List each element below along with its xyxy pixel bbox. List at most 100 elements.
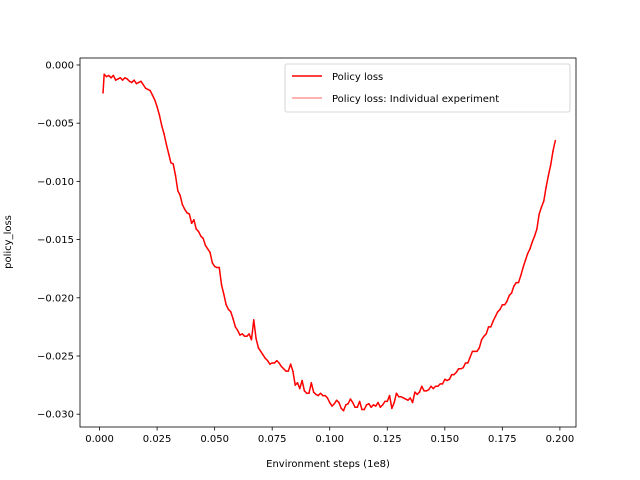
data-point — [492, 320, 494, 322]
data-point — [471, 350, 474, 353]
data-point — [338, 401, 340, 404]
data-point — [388, 394, 391, 397]
data-point — [384, 400, 386, 403]
data-point — [506, 300, 508, 303]
y-tick-label: 0.000 — [45, 60, 74, 71]
data-point — [517, 281, 520, 284]
data-point — [218, 266, 220, 269]
data-point — [473, 350, 476, 353]
data-point — [425, 390, 428, 392]
data-point — [124, 77, 126, 79]
data-point — [483, 335, 485, 337]
data-point — [282, 368, 285, 370]
data-point — [206, 248, 209, 250]
data-point — [448, 378, 451, 381]
data-point — [513, 285, 515, 287]
data-point — [128, 80, 131, 83]
data-point — [133, 79, 135, 81]
data-point — [223, 293, 225, 296]
data-point — [255, 337, 257, 340]
data-point — [112, 74, 115, 77]
legend-label-policy-loss: Policy loss — [332, 72, 383, 83]
data-point — [441, 383, 444, 385]
data-point — [503, 304, 506, 306]
data-point — [310, 382, 313, 384]
data-point — [296, 382, 299, 384]
data-point — [317, 394, 319, 397]
data-point — [478, 347, 481, 349]
data-point — [333, 402, 336, 405]
data-point — [427, 389, 430, 391]
data-point — [365, 404, 368, 406]
data-point — [131, 81, 133, 84]
data-point — [444, 378, 446, 381]
data-point — [105, 75, 108, 78]
data-point — [356, 406, 359, 408]
data-point — [462, 366, 464, 369]
data-point — [381, 404, 384, 406]
data-point — [257, 347, 260, 349]
data-point — [241, 333, 244, 335]
data-point — [324, 394, 326, 397]
y-tick-label: −0.005 — [37, 119, 74, 130]
data-point — [117, 78, 119, 80]
data-point — [285, 370, 287, 372]
data-point — [280, 365, 283, 368]
y-tick-label: −0.025 — [37, 351, 74, 362]
data-point — [398, 395, 400, 398]
data-point — [531, 241, 534, 243]
data-point — [234, 326, 237, 328]
data-point — [202, 237, 204, 240]
y-axis-ticks: 0.000 −0.005 −0.010 −0.015 −0.020 −0.025 −0.03… — [37, 60, 80, 421]
data-point — [540, 206, 543, 208]
data-point — [305, 392, 308, 394]
data-point — [266, 359, 269, 362]
data-point — [213, 265, 216, 268]
x-tick-label: 0.200 — [546, 434, 575, 445]
data-point — [430, 385, 432, 388]
x-axis-ticks: 0.000 0.025 0.050 0.075 0.100 0.125 0.150 0.175… — [85, 427, 574, 445]
data-point — [529, 248, 531, 250]
data-point — [533, 235, 536, 237]
data-point — [165, 143, 168, 145]
data-point — [407, 399, 409, 401]
data-point — [421, 385, 423, 388]
data-point — [154, 99, 156, 101]
data-point — [276, 359, 278, 362]
data-point — [499, 308, 501, 311]
data-point — [326, 397, 329, 399]
data-point — [455, 371, 458, 374]
data-point — [225, 304, 227, 306]
data-point — [160, 124, 163, 127]
data-point — [391, 407, 393, 410]
data-point — [554, 139, 557, 142]
data-point — [243, 335, 246, 337]
data-point — [108, 74, 110, 77]
data-point — [142, 84, 145, 86]
data-point — [418, 391, 421, 393]
data-point — [144, 87, 147, 90]
data-point — [301, 379, 303, 382]
data-point — [181, 203, 184, 206]
data-point — [246, 335, 248, 337]
data-point — [340, 407, 342, 410]
data-point — [335, 399, 338, 401]
data-point — [230, 311, 232, 313]
data-point — [271, 362, 273, 364]
data-point — [137, 81, 140, 84]
data-point — [464, 362, 467, 364]
data-point — [278, 362, 280, 364]
x-tick-label: 0.025 — [143, 434, 172, 445]
data-point — [379, 406, 382, 408]
data-point — [432, 387, 435, 390]
data-point — [524, 259, 527, 262]
data-point — [402, 397, 405, 399]
data-point — [200, 235, 202, 237]
data-point — [526, 252, 529, 255]
data-point — [404, 398, 407, 400]
data-point — [331, 405, 333, 407]
data-point — [126, 78, 128, 80]
data-point — [319, 392, 322, 394]
data-point — [110, 77, 112, 79]
